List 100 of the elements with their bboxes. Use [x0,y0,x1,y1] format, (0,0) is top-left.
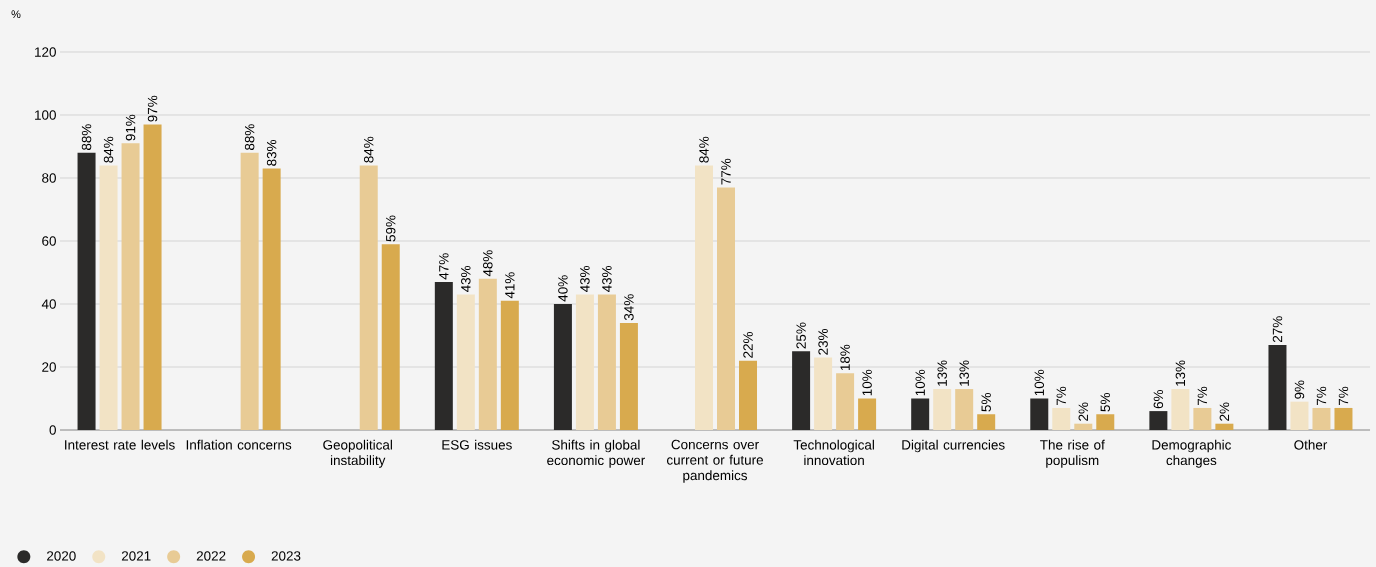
y-tick-label: 0 [49,425,56,435]
data-label: 47% [439,253,449,280]
data-label: 13% [1175,360,1186,386]
data-label: 2% [1078,402,1089,421]
bar [262,168,281,430]
x-tick-label: Geopolitical instability [323,439,392,468]
data-label: 91% [125,114,136,141]
data-label: 84% [103,136,114,163]
data-label: 7% [1056,386,1066,406]
bar [99,165,118,430]
y-tick-label: 80 [42,173,56,183]
data-label: 7% [1338,386,1349,406]
data-label: 43% [602,265,612,293]
bar [121,143,140,430]
x-tick-label: ESG issues [442,439,512,450]
data-label: 34% [624,294,634,321]
bar [858,398,877,430]
bar [434,281,453,430]
data-label: 23% [818,328,828,355]
bar [1334,407,1353,430]
x-tick-label: Other [1294,439,1328,450]
y-tick-label: 100 [35,110,56,120]
bar [1171,389,1190,430]
data-label: 41% [505,272,515,299]
legend-label: 2020 [47,551,76,561]
data-label: 6% [1153,389,1164,409]
bar [1290,401,1309,430]
bar [739,360,758,430]
bar [1052,407,1071,430]
x-tick-label: The rise of populism [1040,439,1105,468]
y-axis-title: % [11,10,21,19]
bar [717,187,736,430]
x-tick-label: Digital currencies [902,439,1005,453]
data-label: 5% [1100,393,1111,412]
data-label: 83% [266,139,277,166]
bar [933,389,952,430]
x-tick-label: Demographic changes [1152,439,1231,468]
bar [814,357,833,430]
bar [240,152,259,430]
y-tick-label: 60 [42,236,56,246]
data-label: 84% [699,136,709,163]
bar [478,278,497,430]
bar [597,294,616,430]
bar [619,322,638,430]
y-tick-label: 40 [41,299,56,309]
x-tick-label: Inflation concerns [186,439,292,450]
data-label: 22% [743,332,753,358]
data-label: 13% [959,360,969,386]
bar [381,244,400,430]
bar [1215,423,1234,430]
bar [553,304,572,430]
data-label: 88% [81,124,92,151]
x-tick-label: Concerns over current or future pandemics [667,439,763,483]
bar [955,389,974,430]
bar [359,165,378,430]
data-label: 43% [580,265,590,293]
bar [911,398,930,430]
bar [1030,398,1049,430]
bar [1096,414,1115,430]
bar [977,414,996,430]
data-label: 18% [840,344,850,371]
y-tick-label: 120 [35,47,56,57]
data-label: 27% [1272,316,1283,343]
bar [1193,407,1212,430]
data-label: 10% [1034,369,1045,396]
x-tick-label: Shifts in global economic power [547,439,645,468]
data-label: 84% [363,136,374,163]
x-tick-label: Interest rate levels [65,439,175,450]
data-label: 59% [385,215,396,242]
legend-label: 2023 [271,551,301,561]
data-label: 2% [1219,402,1230,421]
data-label: 25% [796,322,806,349]
bar [1268,344,1287,430]
data-label: 88% [244,124,255,151]
bar [143,124,162,430]
bar [836,373,855,430]
legend-label: 2021 [121,551,151,561]
data-label: 10% [862,369,872,396]
x-tick-label: Technological innovation [793,439,874,466]
data-label: 7% [1316,386,1327,406]
bar [1149,411,1168,430]
data-label: 10% [915,369,925,396]
data-label: 5% [981,393,991,412]
data-label: 13% [937,360,947,386]
bar [77,152,96,430]
bar [575,294,594,430]
data-label: 77% [721,158,731,185]
data-label: 43% [461,265,471,293]
data-label: 40% [558,275,568,302]
legend-label: 2022 [196,551,226,561]
data-label: 48% [483,250,493,277]
data-label: 97% [147,95,158,122]
data-label: 7% [1197,386,1208,406]
bar [1312,407,1331,430]
bar [1074,423,1093,430]
data-label: 9% [1294,380,1305,399]
bar [456,294,475,430]
bar [500,300,519,430]
bar [792,351,811,430]
bar [695,165,714,430]
